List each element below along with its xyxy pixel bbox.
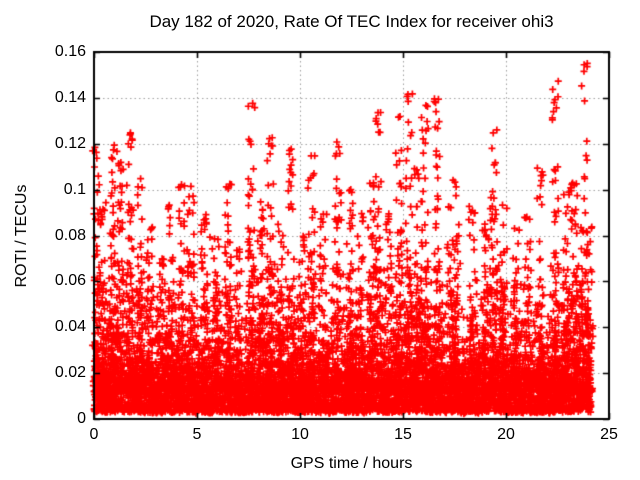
y-tick-label: 0.02 [54,364,86,382]
y-tick-label: 0.04 [54,318,86,336]
x-tick-label: 25 [600,426,618,443]
y-axis-label: ROTI / TECUs [13,184,30,288]
x-tick-label: 15 [394,426,412,443]
x-axis-label: GPS time / hours [290,455,413,472]
x-tick-label: 10 [291,426,309,443]
y-tick-label: 0.14 [54,88,86,106]
y-tick-label: 0.06 [54,272,86,290]
y-tick-label: 0 [77,410,86,427]
x-tick-label: 5 [192,426,202,443]
y-tick-label: 0.16 [54,43,86,60]
chart-title: Day 182 of 2020, Rate Of TEC Index for r… [149,12,554,31]
y-tick-label: 0.1 [63,180,86,198]
y-tick-label: 0.12 [54,134,86,152]
x-tick-label: 20 [497,426,515,443]
y-tick-label: 0.08 [54,226,86,244]
x-tick-label: 0 [89,426,99,443]
